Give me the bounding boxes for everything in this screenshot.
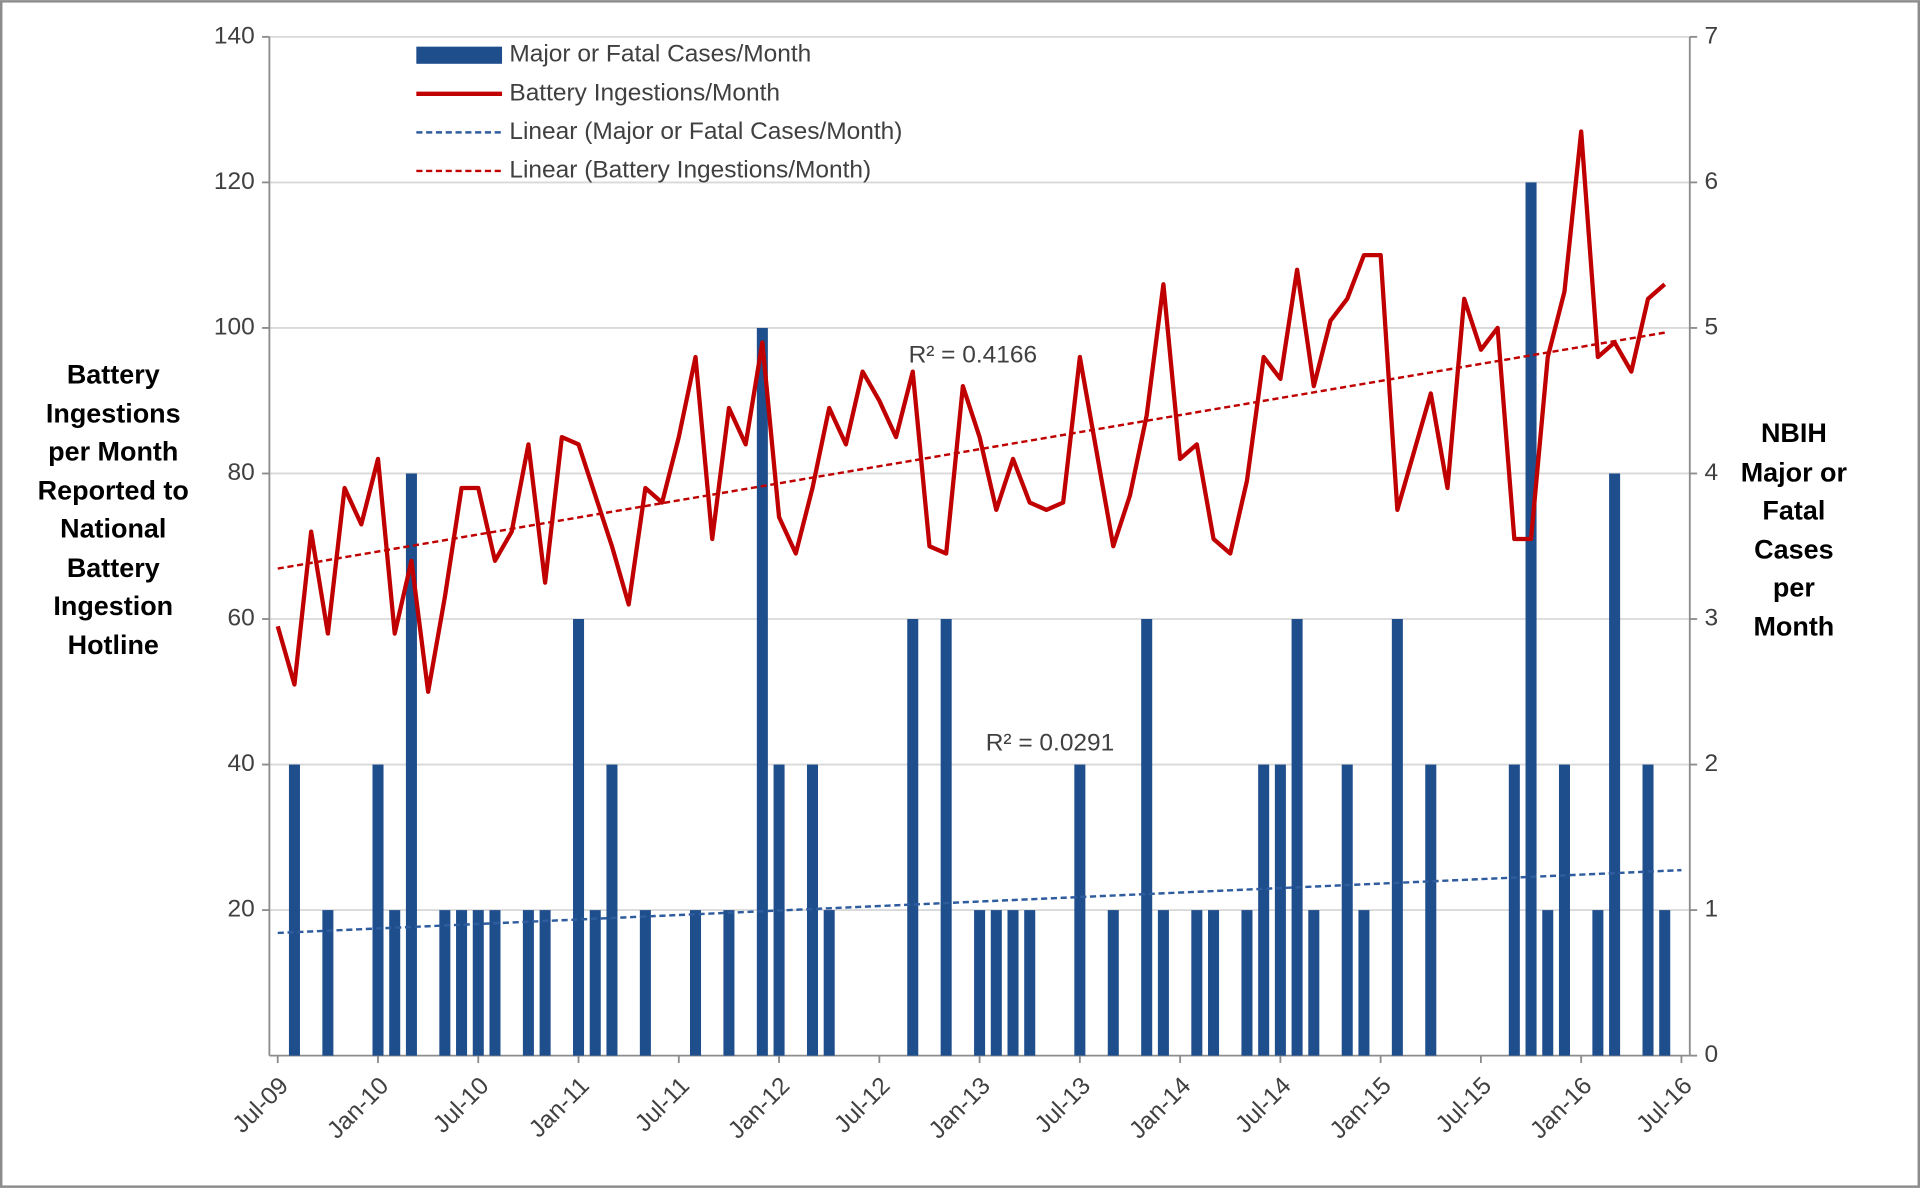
bar — [1659, 910, 1671, 1056]
bar — [1241, 910, 1253, 1056]
bar — [489, 910, 501, 1056]
y2-tick-label: 4 — [1704, 459, 1718, 486]
bar — [907, 619, 919, 1056]
bar — [1391, 619, 1403, 1056]
legend-label: Linear (Battery Ingestions/Month) — [509, 156, 871, 183]
bar — [1208, 910, 1220, 1056]
bar — [1542, 910, 1554, 1056]
bar — [589, 910, 601, 1056]
bar — [723, 910, 735, 1056]
bar — [1358, 910, 1370, 1056]
bar — [1274, 764, 1286, 1056]
y2-axis-title-box: NBIH Major or Fatal Cases per Month — [1740, 417, 1848, 642]
bar — [472, 910, 484, 1056]
r-squared-label: R² = 0.4166 — [909, 342, 1038, 369]
bar — [1592, 910, 1604, 1056]
bar — [456, 910, 468, 1056]
bar — [1425, 764, 1437, 1056]
bar — [288, 764, 300, 1056]
bar — [1157, 910, 1169, 1056]
bar — [1191, 910, 1203, 1056]
bar — [1107, 910, 1119, 1056]
y-tick-label: 80 — [227, 459, 254, 486]
bar — [990, 910, 1002, 1056]
bar — [1291, 619, 1303, 1056]
y-tick-label: 40 — [227, 750, 254, 777]
bar — [940, 619, 952, 1056]
bar — [639, 910, 651, 1056]
bar — [1258, 764, 1270, 1056]
legend-label: Major or Fatal Cases/Month — [509, 41, 811, 68]
y2-tick-label: 0 — [1704, 1041, 1718, 1068]
bar — [606, 764, 618, 1056]
bar — [539, 910, 551, 1056]
y-tick-label: 20 — [227, 896, 254, 923]
legend-swatch — [416, 46, 503, 64]
y-axis-title-box: Battery Ingestions per Month Reported to… — [37, 358, 189, 660]
bar — [1308, 910, 1320, 1056]
bar — [1508, 764, 1520, 1056]
bar — [1525, 182, 1537, 1056]
y2-tick-label: 1 — [1704, 896, 1718, 923]
bar — [1558, 764, 1570, 1056]
bar — [756, 327, 768, 1056]
r-squared-label: R² = 0.0291 — [986, 730, 1115, 757]
bar — [1642, 764, 1654, 1056]
bar — [573, 619, 585, 1056]
y2-tick-label: 5 — [1704, 313, 1718, 340]
legend-label: Linear (Major or Fatal Cases/Month) — [509, 118, 902, 145]
y2-tick-label: 3 — [1704, 604, 1718, 631]
bar — [405, 473, 417, 1056]
bar — [1024, 910, 1036, 1056]
y2-tick-label: 6 — [1704, 168, 1718, 195]
y2-tick-label: 2 — [1704, 750, 1718, 777]
bar — [1141, 619, 1153, 1056]
bar — [689, 910, 702, 1056]
legend-label: Battery Ingestions/Month — [509, 79, 780, 106]
bar — [1074, 764, 1086, 1056]
y2-tick-label: 7 — [1704, 22, 1718, 49]
bar — [1341, 764, 1353, 1056]
bar — [372, 764, 384, 1056]
bar — [522, 910, 534, 1056]
y-tick-label: 120 — [214, 168, 255, 195]
y-tick-label: 140 — [214, 22, 255, 49]
y-tick-label: 100 — [214, 313, 255, 340]
bar — [974, 910, 986, 1056]
bar — [322, 910, 334, 1056]
bar — [1007, 910, 1019, 1056]
line — [275, 129, 1667, 694]
trendline — [277, 868, 1682, 935]
bar — [823, 910, 835, 1056]
y2-axis-title: NBIH Major or Fatal Cases per Month — [1740, 417, 1848, 642]
y-axis-title: Battery Ingestions per Month Reported to… — [37, 358, 189, 660]
bar — [806, 764, 818, 1056]
bar — [1609, 473, 1621, 1056]
y-tick-label: 60 — [227, 604, 254, 631]
bar — [389, 910, 401, 1056]
bar — [439, 910, 451, 1056]
